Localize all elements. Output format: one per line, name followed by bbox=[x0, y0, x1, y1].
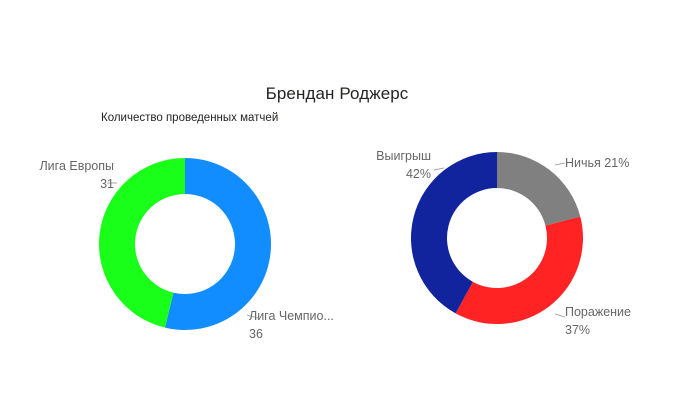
matches-slice-лига-чемпио-[interactable] bbox=[165, 158, 272, 331]
leader-line-champions bbox=[246, 314, 259, 319]
leader-line-loss bbox=[554, 313, 566, 318]
results-slice-выигрыш[interactable] bbox=[410, 152, 497, 314]
slice-value-loss: 37% bbox=[565, 323, 590, 337]
slice-value-win: 42% bbox=[406, 167, 431, 181]
slice-label-draw: Ничья 21% bbox=[565, 156, 629, 170]
chart-subtitle: Количество проведенных матчей bbox=[101, 112, 279, 124]
results-slice-поражение[interactable] bbox=[455, 216, 583, 325]
results-slice-ничья[interactable] bbox=[497, 152, 581, 226]
slice-value-europa: 31 bbox=[100, 177, 114, 191]
leader-line-win bbox=[433, 167, 445, 171]
slice-value-champions: 36 bbox=[249, 327, 263, 341]
slice-name-draw: Ничья bbox=[565, 156, 601, 170]
slice-value-draw: 21% bbox=[604, 156, 629, 170]
slice-label-win: Выигрыш bbox=[376, 149, 431, 163]
matches-slice-лига-европы[interactable] bbox=[99, 158, 185, 328]
slice-label-champions: Лига Чемпио... bbox=[249, 309, 334, 323]
leader-line-draw bbox=[554, 162, 566, 166]
chart-title: Брендан Роджерс bbox=[265, 84, 409, 103]
slice-label-loss: Поражение bbox=[565, 305, 631, 319]
slice-label-europa: Лига Европы bbox=[39, 159, 114, 173]
